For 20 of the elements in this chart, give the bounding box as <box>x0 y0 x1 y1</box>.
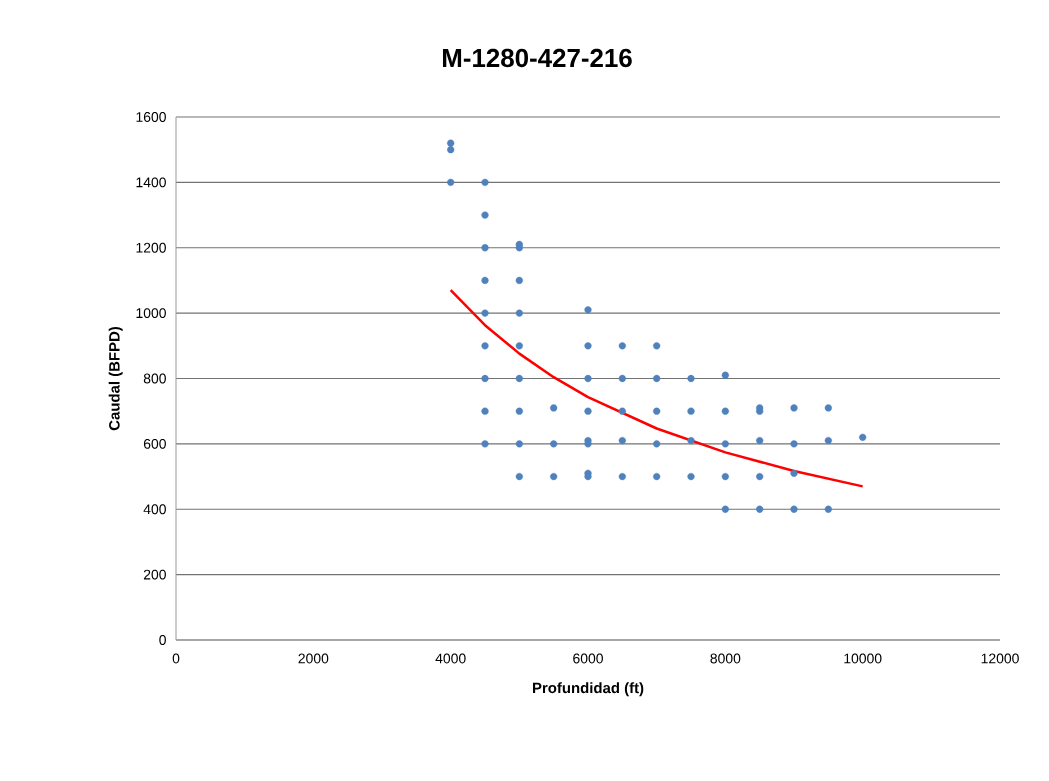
y-tick-label: 1200 <box>136 242 166 253</box>
y-tick-label: 1400 <box>136 177 166 188</box>
y-tick-label: 400 <box>143 504 166 515</box>
x-tick-label: 8000 <box>710 653 741 664</box>
x-tick-label: 2000 <box>298 653 329 664</box>
chart-title: M-1280-427-216 <box>442 48 632 68</box>
y-tick-label: 600 <box>143 438 166 449</box>
x-axis-title: Profundidad (ft) <box>532 682 644 697</box>
y-tick-label: 1600 <box>136 112 166 122</box>
x-tick-label: 10000 <box>844 653 882 664</box>
y-tick-label: 800 <box>143 373 166 384</box>
x-tick-label: 12000 <box>981 653 1019 664</box>
x-tick-label: 0 <box>172 653 180 664</box>
y-axis-title: Caudal (BFPD) <box>108 326 123 431</box>
line-series <box>449 288 864 488</box>
x-tick-label: 6000 <box>573 653 603 664</box>
y-tick-label: 200 <box>143 569 166 580</box>
x-tick-label: 4000 <box>435 653 466 664</box>
y-tick-label: 1000 <box>136 308 166 319</box>
y-tick-label: 0 <box>159 635 166 645</box>
